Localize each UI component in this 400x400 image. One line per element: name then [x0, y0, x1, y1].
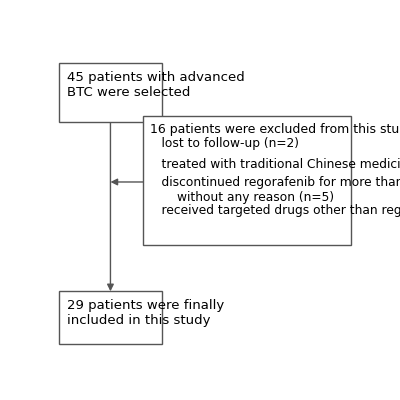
Text: 29 patients were finally
included in this study: 29 patients were finally included in thi…	[67, 299, 224, 327]
Text: treated with traditional Chinese medicine (n=3): treated with traditional Chinese medicin…	[146, 158, 400, 171]
FancyBboxPatch shape	[143, 116, 351, 245]
Text: received targeted drugs other than regorafenib (n=6): received targeted drugs other than regor…	[146, 204, 400, 218]
Text: discontinued regorafenib for more than 1 week
        without any reason (n=5): discontinued regorafenib for more than 1…	[146, 176, 400, 204]
Text: 16 patients were excluded from this study: 16 patients were excluded from this stud…	[150, 122, 400, 136]
Text: 45 patients with advanced
BTC were selected: 45 patients with advanced BTC were selec…	[67, 71, 245, 99]
FancyBboxPatch shape	[59, 291, 162, 344]
FancyBboxPatch shape	[59, 64, 162, 122]
Text: lost to follow-up (n=2): lost to follow-up (n=2)	[146, 137, 299, 150]
